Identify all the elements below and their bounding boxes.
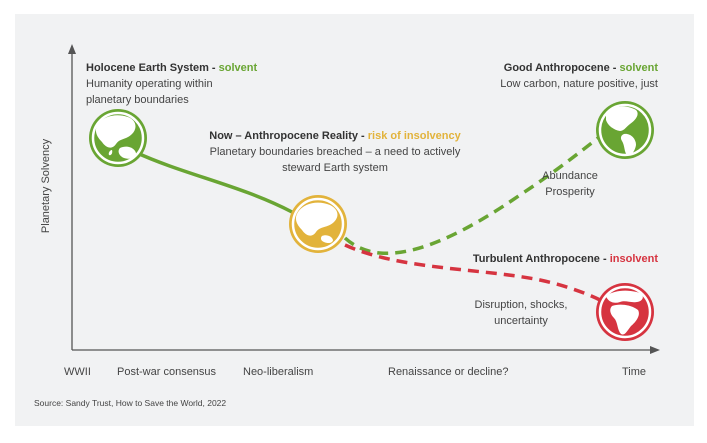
globe-americas-icon	[596, 101, 654, 159]
turbulent-anthropocene-status: insolvent	[609, 253, 658, 265]
turbulent-anthropocene-state: Turbulent Anthropocene - insolvent	[420, 251, 658, 267]
y-axis-arrowhead	[68, 44, 76, 54]
holocene-status: solvent	[218, 62, 258, 74]
now-state: Now – Anthropocene Reality - risk of ins…	[185, 128, 485, 176]
good-anthropocene-title: Good Anthropocene - solvent	[503, 62, 658, 74]
good-anthropocene-description: Low carbon, nature positive, just	[500, 78, 658, 90]
holocene-description-line-2: planetary boundaries	[86, 94, 189, 106]
x-tick-wwii: WWII	[64, 366, 91, 378]
good-anthropocene-path	[343, 136, 600, 256]
x-axis-arrowhead	[650, 346, 660, 354]
good-anthropocene-state: Good Anthropocene - solvent Low carbon, …	[440, 60, 658, 92]
disruption-line-1: Disruption, shocks,	[474, 299, 568, 311]
globe-asia-icon	[289, 195, 347, 253]
holocene-description-line-1: Humanity operating within	[86, 78, 213, 90]
now-description-line-2: steward Earth system	[282, 162, 388, 174]
x-tick-renaissance-or-decline: Renaissance or decline?	[388, 366, 509, 378]
abundance-line-2: Prosperity	[545, 186, 595, 198]
now-status: risk of insolvency	[367, 130, 461, 142]
holocene-title: Holocene Earth System - solvent	[86, 62, 258, 74]
holocene-state: Holocene Earth System - solvent Humanity…	[86, 60, 286, 108]
x-tick-time: Time	[622, 366, 647, 378]
diagram-panel	[15, 14, 694, 426]
disruption-annotation: Disruption, shocks, uncertainty	[451, 297, 591, 329]
holocene-trajectory	[133, 150, 294, 214]
abundance-line-1: Abundance	[542, 170, 598, 182]
turbulent-anthropocene-path	[344, 243, 601, 302]
x-tick-neo-liberalism: Neo-liberalism	[243, 366, 314, 378]
globe-africa-europe-icon	[596, 283, 654, 341]
turbulent-anthropocene-title: Turbulent Anthropocene - insolvent	[472, 253, 658, 265]
good-anthropocene-status: solvent	[619, 62, 658, 74]
source-citation: Source: Sandy Trust, How to Save the Wor…	[34, 398, 227, 408]
abundance-annotation: Abundance Prosperity	[520, 168, 620, 200]
y-axis-label: Planetary Solvency	[40, 138, 52, 234]
now-description-line-1: Planetary boundaries breached – a need t…	[209, 146, 461, 158]
globe-asia-australia-icon	[89, 109, 147, 167]
x-tick-post-war-consensus: Post-war consensus	[117, 366, 217, 378]
now-title: Now – Anthropocene Reality - risk of ins…	[209, 130, 461, 142]
disruption-line-2: uncertainty	[494, 315, 548, 327]
